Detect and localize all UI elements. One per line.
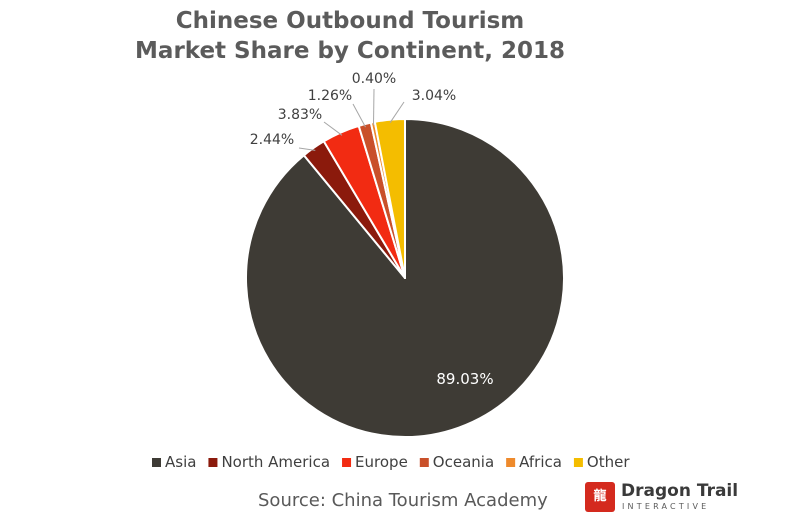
legend-item-africa: Africa <box>506 453 562 471</box>
leader-line-north-america <box>298 147 316 151</box>
legend: Asia North America Europe Oceania Africa Othe… <box>152 453 630 471</box>
data-label-europe: 3.83% <box>278 107 322 123</box>
data-labels: 89.03% 2.44% 3.83% 1.26%0.40% 3.04% <box>250 71 494 388</box>
chart-title: Chinese Outbound Tourism Market Share by… <box>0 6 700 66</box>
chart-title-line-2: Market Share by Continent, 2018 <box>135 38 565 64</box>
leader-line-other <box>389 101 405 123</box>
legend-item-north-america: North America <box>208 453 330 471</box>
leader-lines <box>298 88 405 151</box>
legend-swatch-other <box>573 458 583 467</box>
legend-label-asia: Asia <box>165 453 196 471</box>
legend-label-europe: Europe <box>355 453 408 471</box>
legend-swatch-europe <box>342 458 352 467</box>
legend-item-oceania: Oceania <box>419 453 494 471</box>
legend-swatch-oceania <box>419 458 429 467</box>
brand-name: Dragon Trail <box>621 481 739 501</box>
legend-label-oceania: Oceania <box>433 453 494 471</box>
dragon-seal-icon: 龍 <box>585 482 615 512</box>
data-label-asia: 89.03% <box>436 370 493 388</box>
pie-slices <box>245 118 565 438</box>
data-label-other: 3.04% <box>412 88 456 104</box>
legend-label-north-america: North America <box>221 453 330 471</box>
leader-line-oceania <box>352 103 366 128</box>
data-label-oceania: 1.26% <box>308 88 352 104</box>
legend-item-europe: Europe <box>342 453 408 471</box>
data-label-north-america: 2.44% <box>250 132 294 148</box>
legend-item-other: Other <box>573 453 630 471</box>
legend-label-africa: Africa <box>519 453 562 471</box>
brand-subtitle: INTERACTIVE <box>622 502 710 511</box>
legend-item-asia: Asia <box>152 453 196 471</box>
leader-line-europe <box>323 121 343 136</box>
pie-slice-other <box>373 118 406 279</box>
legend-label-other: Other <box>587 453 630 471</box>
legend-swatch-north-america <box>208 458 218 467</box>
chart-title-line-1: Chinese Outbound Tourism <box>175 8 525 34</box>
leader-line-africa <box>373 88 375 126</box>
legend-swatch-asia <box>152 458 161 467</box>
source-note: Source: China Tourism Academy <box>258 490 548 511</box>
data-label-africa: 0.40% <box>352 71 396 87</box>
legend-swatch-africa <box>506 458 516 467</box>
